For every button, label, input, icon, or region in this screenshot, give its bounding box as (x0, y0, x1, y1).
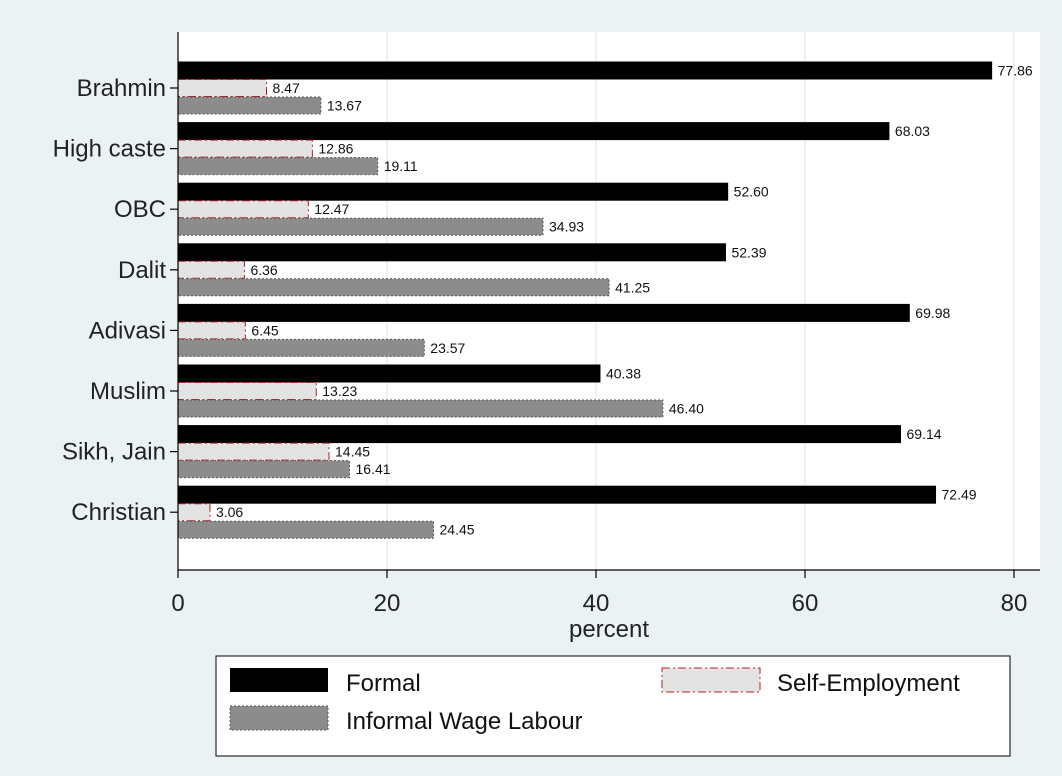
data-label-informal-wage-labour-adivasi: 23.57 (430, 340, 465, 356)
data-label-self-employment-high-caste: 12.86 (318, 141, 353, 157)
bar-self-employment-dalit (177, 260, 245, 279)
bar-self-employment-high-caste (177, 139, 313, 158)
category-label-sikh-jain: Sikh, Jain (62, 439, 166, 466)
data-label-formal-dalit: 52.39 (731, 244, 766, 260)
x-axis-label: percent (569, 616, 649, 643)
data-label-formal-adivasi: 69.98 (915, 305, 950, 321)
category-label-dalit: Dalit (118, 257, 166, 284)
legend-box (215, 655, 1011, 757)
category-label-brahmin: Brahmin (77, 75, 166, 102)
x-tick-label: 40 (583, 590, 610, 617)
data-label-self-employment-dalit: 6.36 (250, 262, 277, 278)
bar-formal-dalit (177, 243, 726, 262)
legend-label-informal-wage-labour: Informal Wage Labour (346, 708, 583, 735)
data-label-informal-wage-labour-christian: 24.45 (440, 522, 475, 538)
data-label-formal-christian: 72.49 (942, 487, 977, 503)
data-label-self-employment-muslim: 13.23 (322, 383, 357, 399)
bar-formal-high-caste (177, 122, 890, 141)
bar-self-employment-sikh-jain (177, 442, 330, 461)
category-label-muslim: Muslim (90, 378, 166, 405)
bar-self-employment-muslim (177, 382, 317, 400)
plot-area (178, 32, 1040, 570)
x-ticks-group: 0 20 40 60 80 (171, 570, 1027, 617)
data-label-self-employment-obc: 12.47 (314, 201, 349, 217)
data-label-formal-sikh-jain: 69.14 (907, 426, 942, 442)
bar-formal-muslim (177, 364, 601, 383)
category-label-obc: OBC (114, 196, 166, 223)
bar-formal-sikh-jain (177, 425, 902, 444)
data-label-formal-high-caste: 68.03 (895, 123, 930, 139)
data-label-informal-wage-labour-sikh-jain: 16.41 (355, 461, 390, 477)
data-label-formal-brahmin: 77.86 (998, 63, 1033, 79)
legend: Formal Self-Employment Informal Wage Lab… (215, 655, 1011, 757)
bar-informal-wage-labour-brahmin (177, 96, 322, 115)
bar-informal-wage-labour-adivasi (177, 338, 425, 357)
data-label-informal-wage-labour-muslim: 46.40 (669, 401, 704, 417)
legend-label-self-employment: Self-Employment (777, 670, 960, 697)
legend-swatch-informal-wage-labour (229, 705, 329, 731)
data-label-formal-obc: 52.60 (734, 184, 769, 200)
data-label-formal-muslim: 40.38 (606, 366, 641, 382)
data-label-informal-wage-labour-brahmin: 13.67 (327, 98, 362, 114)
category-label-christian: Christian (71, 499, 166, 526)
x-tick-label: 20 (374, 590, 401, 617)
data-label-self-employment-brahmin: 8.47 (273, 80, 300, 96)
category-labels-group: Brahmin High caste OBC Dalit Adivasi Muslim Si… (53, 75, 178, 526)
bar-self-employment-brahmin (177, 79, 268, 97)
bar-formal-adivasi (177, 303, 910, 322)
bar-informal-wage-labour-dalit (177, 278, 610, 297)
data-labels-group: 77.86 8.47 13.67 68.03 12.86 19.11 52.60 12.47 3… (216, 63, 1033, 538)
bar-self-employment-adivasi (177, 321, 246, 340)
data-label-self-employment-christian: 3.06 (216, 504, 243, 520)
bar-informal-wage-labour-muslim (177, 399, 664, 418)
data-label-informal-wage-labour-dalit: 41.25 (615, 279, 650, 295)
bar-formal-obc (177, 182, 729, 201)
bar-informal-wage-labour-high-caste (177, 157, 379, 176)
category-label-adivasi: Adivasi (89, 317, 166, 344)
bar-formal-christian (177, 485, 937, 504)
x-tick-label: 60 (792, 590, 819, 617)
bar-formal-brahmin (177, 61, 993, 80)
bar-informal-wage-labour-sikh-jain (177, 460, 350, 479)
category-label-high-caste: High caste (53, 136, 166, 163)
legend-label-formal: Formal (346, 670, 421, 697)
gridlines (386, 32, 1015, 570)
legend-swatch-formal (230, 668, 328, 692)
data-label-self-employment-sikh-jain: 14.45 (335, 444, 370, 460)
x-tick-label: 0 (171, 590, 184, 617)
bar-self-employment-christian (177, 503, 211, 522)
bar-informal-wage-labour-obc (177, 217, 544, 236)
bar-self-employment-obc (177, 200, 309, 219)
legend-swatch-self-employment (661, 667, 761, 693)
bar-informal-wage-labour-christian (177, 520, 435, 539)
data-label-informal-wage-labour-obc: 34.93 (549, 219, 584, 235)
data-label-informal-wage-labour-high-caste: 19.11 (384, 158, 418, 174)
x-tick-label: 80 (1001, 590, 1028, 617)
bars-group (177, 61, 993, 539)
data-label-self-employment-adivasi: 6.45 (251, 322, 278, 338)
